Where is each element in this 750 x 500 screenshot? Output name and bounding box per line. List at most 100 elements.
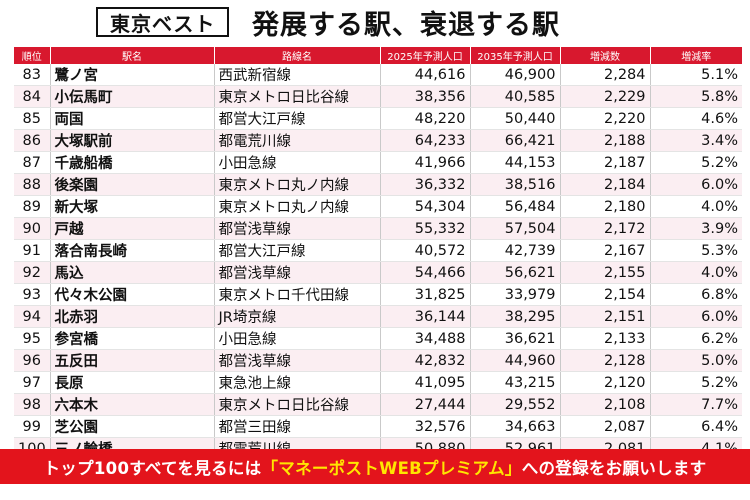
pop-2035-cell: 36,621 (470, 327, 561, 350)
table-body: 83 鷺ノ宮 西武新宿線 44,616 46,900 2,284 5.1% 84 小伝馬町 東京メ… (14, 64, 742, 460)
bottom-strip (0, 484, 750, 500)
pop-2025-cell: 48,220 (380, 107, 471, 130)
table-row: 90 戸越 都営浅草線 55,332 57,504 2,172 3.9% (14, 217, 742, 240)
pop-2035-cell: 38,295 (470, 305, 561, 328)
pop-2025-cell: 36,144 (380, 305, 471, 328)
line-cell: 東京メトロ丸ノ内線 (214, 195, 381, 218)
rank-cell: 99 (14, 415, 51, 438)
table-row: 87 千歳船橋 小田急線 41,966 44,153 2,187 5.2% (14, 151, 742, 174)
page-title: 発展する駅、衰退する駅 (252, 9, 560, 41)
table-row: 96 五反田 都営浅草線 42,832 44,960 2,128 5.0% (14, 349, 742, 372)
change-count-cell: 2,220 (560, 107, 651, 130)
header-row: 順位 駅名 路線名 2025年予測人口 2035年予測人口 増減数 増減率 (14, 47, 742, 64)
line-cell: JR埼京線 (214, 305, 381, 328)
change-count-cell: 2,167 (560, 239, 651, 262)
header-station: 駅名 (50, 47, 215, 64)
change-count-cell: 2,180 (560, 195, 651, 218)
pop-2035-cell: 44,153 (470, 151, 561, 174)
line-cell: 東京メトロ千代田線 (214, 283, 381, 306)
pop-2035-cell: 50,440 (470, 107, 561, 130)
station-cell: 落合南長崎 (50, 239, 215, 262)
pop-2035-cell: 56,484 (470, 195, 561, 218)
station-cell: 参宮橋 (50, 327, 215, 350)
rank-cell: 97 (14, 371, 51, 394)
station-cell: 鷺ノ宮 (50, 64, 215, 86)
banner-suffix: への登録をお願いします (521, 458, 707, 478)
station-cell: 北赤羽 (50, 305, 215, 328)
change-count-cell: 2,284 (560, 64, 651, 86)
rank-cell: 88 (14, 173, 51, 196)
pop-2035-cell: 40,585 (470, 85, 561, 108)
pop-2025-cell: 40,572 (380, 239, 471, 262)
rank-cell: 94 (14, 305, 51, 328)
change-count-cell: 2,172 (560, 217, 651, 240)
change-rate-cell: 6.0% (650, 173, 742, 196)
pop-2035-cell: 34,663 (470, 415, 561, 438)
pop-2025-cell: 54,304 (380, 195, 471, 218)
rank-cell: 83 (14, 64, 51, 86)
premium-banner[interactable]: トップ100すべてを見るには 「マネーポストWEBプレミアム」 への登録をお願いしま… (0, 449, 750, 484)
table-row: 88 後楽園 東京メトロ丸ノ内線 36,332 38,516 2,184 6.0% (14, 173, 742, 196)
station-cell: 五反田 (50, 349, 215, 372)
table-row: 83 鷺ノ宮 西武新宿線 44,616 46,900 2,284 5.1% (14, 64, 742, 86)
change-count-cell: 2,188 (560, 129, 651, 152)
table-row: 98 六本木 東京メトロ日比谷線 27,444 29,552 2,108 7.7% (14, 393, 742, 416)
line-cell: 東京メトロ日比谷線 (214, 393, 381, 416)
header-change-count: 増減数 (560, 47, 651, 64)
line-cell: 東京メトロ丸ノ内線 (214, 173, 381, 196)
change-rate-cell: 5.2% (650, 371, 742, 394)
line-cell: 小田急線 (214, 327, 381, 350)
table-header: 順位 駅名 路線名 2025年予測人口 2035年予測人口 増減数 増減率 (14, 47, 742, 64)
rank-cell: 86 (14, 129, 51, 152)
station-cell: 千歳船橋 (50, 151, 215, 174)
station-cell: 両国 (50, 107, 215, 130)
table-row: 86 大塚駅前 都電荒川線 64,233 66,421 2,188 3.4% (14, 129, 742, 152)
table-row: 97 長原 東急池上線 41,095 43,215 2,120 5.2% (14, 371, 742, 394)
header-change-rate: 増減率 (650, 47, 742, 64)
table-row: 99 芝公園 都営三田線 32,576 34,663 2,087 6.4% (14, 415, 742, 438)
table-row: 84 小伝馬町 東京メトロ日比谷線 38,356 40,585 2,229 5.8% (14, 85, 742, 108)
line-cell: 都営大江戸線 (214, 107, 381, 130)
pop-2035-cell: 44,960 (470, 349, 561, 372)
line-cell: 西武新宿線 (214, 64, 381, 86)
station-cell: 馬込 (50, 261, 215, 284)
line-cell: 都営浅草線 (214, 349, 381, 372)
rank-cell: 95 (14, 327, 51, 350)
table-row: 92 馬込 都営浅草線 54,466 56,621 2,155 4.0% (14, 261, 742, 284)
change-rate-cell: 6.4% (650, 415, 742, 438)
change-rate-cell: 7.7% (650, 393, 742, 416)
rank-cell: 98 (14, 393, 51, 416)
station-cell: 代々木公園 (50, 283, 215, 306)
pop-2025-cell: 55,332 (380, 217, 471, 240)
change-count-cell: 2,087 (560, 415, 651, 438)
rank-cell: 87 (14, 151, 51, 174)
change-count-cell: 2,187 (560, 151, 651, 174)
table-row: 91 落合南長崎 都営大江戸線 40,572 42,739 2,167 5.3% (14, 239, 742, 262)
change-count-cell: 2,155 (560, 261, 651, 284)
change-count-cell: 2,120 (560, 371, 651, 394)
header-pop-2025: 2025年予測人口 (380, 47, 471, 64)
pop-2025-cell: 41,966 (380, 151, 471, 174)
banner-prefix: トップ100すべてを見るには (43, 458, 262, 478)
change-count-cell: 2,133 (560, 327, 651, 350)
table-row: 93 代々木公園 東京メトロ千代田線 31,825 33,979 2,154 6.8% (14, 283, 742, 306)
pop-2025-cell: 44,616 (380, 64, 471, 86)
change-rate-cell: 5.8% (650, 85, 742, 108)
change-rate-cell: 4.6% (650, 107, 742, 130)
pop-2035-cell: 56,621 (470, 261, 561, 284)
change-rate-cell: 5.3% (650, 239, 742, 262)
change-rate-cell: 5.2% (650, 151, 742, 174)
station-cell: 小伝馬町 (50, 85, 215, 108)
pop-2025-cell: 34,488 (380, 327, 471, 350)
table-row: 95 参宮橋 小田急線 34,488 36,621 2,133 6.2% (14, 327, 742, 350)
change-count-cell: 2,108 (560, 393, 651, 416)
pop-2035-cell: 38,516 (470, 173, 561, 196)
rank-cell: 93 (14, 283, 51, 306)
banner-highlight: 「マネーポストWEBプレミアム」 (261, 458, 522, 478)
line-cell: 東急池上線 (214, 371, 381, 394)
pop-2035-cell: 46,900 (470, 64, 561, 86)
change-rate-cell: 4.0% (650, 261, 742, 284)
change-count-cell: 2,151 (560, 305, 651, 328)
pop-2035-cell: 43,215 (470, 371, 561, 394)
pop-2025-cell: 27,444 (380, 393, 471, 416)
